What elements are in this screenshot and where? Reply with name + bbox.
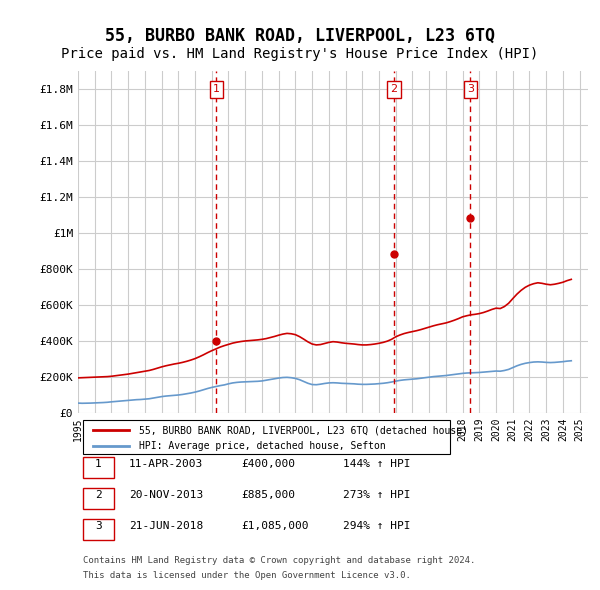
FancyBboxPatch shape [83, 489, 114, 509]
Text: 144% ↑ HPI: 144% ↑ HPI [343, 460, 410, 469]
Text: 2: 2 [391, 84, 397, 94]
Text: 55, BURBO BANK ROAD, LIVERPOOL, L23 6TQ (detached house): 55, BURBO BANK ROAD, LIVERPOOL, L23 6TQ … [139, 425, 468, 435]
Text: £1,085,000: £1,085,000 [241, 521, 309, 531]
Text: 2: 2 [95, 490, 102, 500]
Text: HPI: Average price, detached house, Sefton: HPI: Average price, detached house, Seft… [139, 441, 386, 451]
Text: Price paid vs. HM Land Registry's House Price Index (HPI): Price paid vs. HM Land Registry's House … [61, 47, 539, 61]
Text: 1: 1 [213, 84, 220, 94]
Text: 273% ↑ HPI: 273% ↑ HPI [343, 490, 410, 500]
Text: 3: 3 [467, 84, 474, 94]
Text: 294% ↑ HPI: 294% ↑ HPI [343, 521, 410, 531]
Text: £400,000: £400,000 [241, 460, 295, 469]
Text: 55, BURBO BANK ROAD, LIVERPOOL, L23 6TQ: 55, BURBO BANK ROAD, LIVERPOOL, L23 6TQ [105, 27, 495, 45]
Text: £885,000: £885,000 [241, 490, 295, 500]
Text: 3: 3 [95, 521, 102, 531]
FancyBboxPatch shape [83, 519, 114, 540]
Text: 11-APR-2003: 11-APR-2003 [129, 460, 203, 469]
Text: This data is licensed under the Open Government Licence v3.0.: This data is licensed under the Open Gov… [83, 571, 411, 580]
FancyBboxPatch shape [83, 420, 450, 454]
Text: 20-NOV-2013: 20-NOV-2013 [129, 490, 203, 500]
Text: 21-JUN-2018: 21-JUN-2018 [129, 521, 203, 531]
Text: 1: 1 [95, 460, 102, 469]
Text: Contains HM Land Registry data © Crown copyright and database right 2024.: Contains HM Land Registry data © Crown c… [83, 556, 475, 565]
FancyBboxPatch shape [83, 457, 114, 478]
